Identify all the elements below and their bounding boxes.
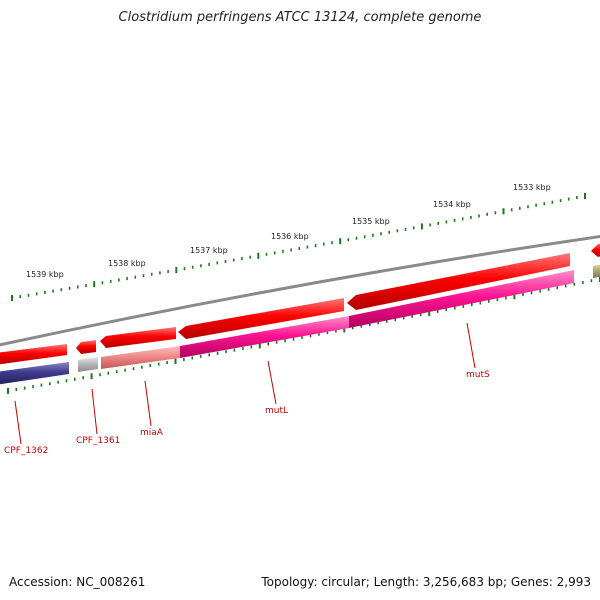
gene-arrow[interactable] [76, 340, 96, 354]
accession-text: Accession: NC_008261 [9, 575, 146, 589]
label-leader [267, 360, 277, 405]
label-leader [14, 400, 22, 445]
tick-label: 1534 kbp [433, 200, 471, 209]
scale-ticks [11, 193, 586, 301]
gene-arrow[interactable] [0, 344, 67, 365]
gene-bar[interactable] [101, 346, 180, 369]
gene-label-muts: mutS [466, 370, 490, 380]
gene-arrow[interactable] [347, 253, 570, 310]
lower-ticks [7, 276, 600, 394]
label-leader [91, 388, 98, 435]
gene-arrow[interactable] [591, 243, 600, 257]
genome-backbone [0, 234, 600, 347]
gene-bar[interactable] [180, 316, 349, 358]
gene-label-miaa: miaA [140, 428, 164, 438]
gene-label-mutl: mutL [265, 406, 288, 416]
tick-label: 1536 kbp [271, 232, 309, 241]
gene-label-cpf-1362: CPF_1362 [4, 446, 48, 456]
gene-arrow[interactable] [100, 327, 176, 348]
map-title: Clostridium perfringens ATCC 13124, comp… [118, 10, 482, 25]
genome-summary-text: Topology: circular; Length: 3,256,683 bp… [261, 575, 591, 589]
label-leader [144, 380, 152, 427]
tick-label: 1539 kbp [26, 270, 64, 279]
gene-bar[interactable] [593, 264, 600, 278]
label-leader [466, 322, 476, 369]
tick-label: 1535 kbp [352, 217, 390, 226]
gene-bar[interactable] [349, 270, 574, 328]
gene-bar[interactable] [78, 357, 98, 372]
tick-label: 1537 kbp [190, 246, 228, 255]
tick-label: 1538 kbp [108, 259, 146, 268]
gene-bar[interactable] [0, 362, 69, 385]
tick-label: 1533 kbp [513, 183, 551, 192]
gene-arrow[interactable] [178, 298, 344, 339]
gene-label-cpf-1361: CPF_1361 [76, 436, 120, 446]
